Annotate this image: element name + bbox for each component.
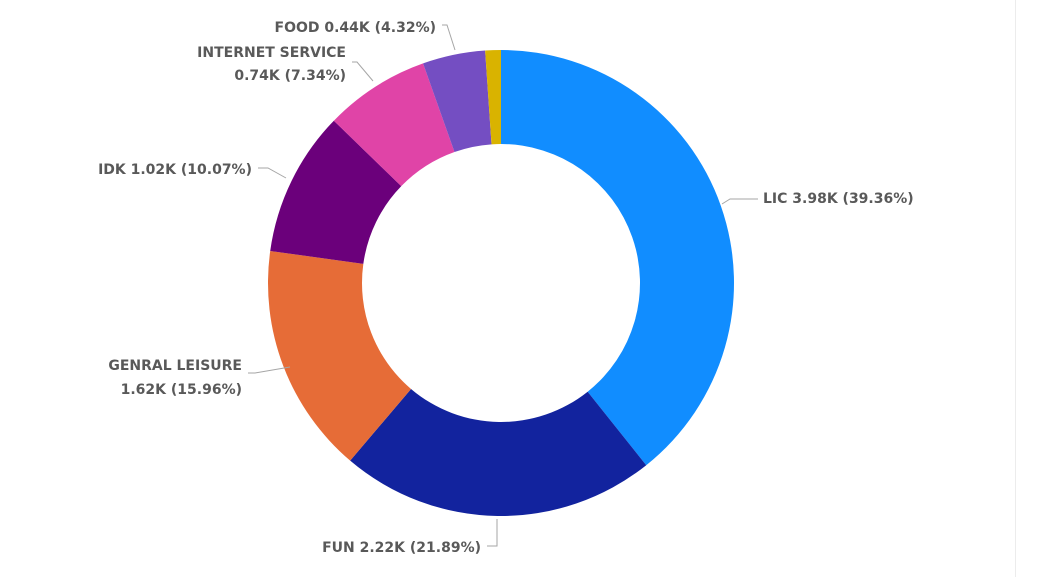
leader-line-lic — [721, 198, 758, 205]
slice-other[interactable] — [485, 50, 501, 145]
data-label-lic: LIC 3.98K (39.36%) — [763, 191, 914, 207]
data-label-fun: FUN 2.22K (21.89%) — [322, 540, 481, 556]
data-label-genral-leisure-value: 1.62K (15.96%) — [121, 382, 242, 398]
data-label-internet-service-value: 0.74K (7.34%) — [234, 68, 346, 84]
leader-line-genral-leisure — [248, 366, 291, 374]
data-label-food: FOOD 0.44K (4.32%) — [275, 20, 437, 36]
slice-internet-service[interactable] — [333, 63, 455, 187]
slice-idk[interactable] — [270, 120, 402, 264]
data-label-idk: IDK 1.02K (10.07%) — [98, 162, 252, 178]
leader-line-food — [442, 24, 456, 51]
slice-genral-leisure[interactable] — [268, 250, 412, 461]
slice-fun[interactable] — [350, 388, 647, 516]
leader-line-idk — [258, 167, 287, 179]
slice-lic[interactable] — [501, 50, 734, 466]
leader-line-fun — [487, 519, 498, 547]
label-leaders — [248, 24, 758, 547]
donut-slices — [268, 50, 734, 516]
slice-food[interactable] — [423, 50, 492, 153]
leader-line-internet-service — [352, 61, 374, 82]
panel-divider — [1015, 0, 1016, 577]
data-labels: LIC 3.98K (39.36%) FUN 2.22K (21.89%) GENR… — [98, 20, 914, 556]
data-label-internet-service: INTERNET SERVICE — [197, 45, 346, 61]
data-label-genral-leisure: GENRAL LEISURE — [108, 358, 242, 374]
